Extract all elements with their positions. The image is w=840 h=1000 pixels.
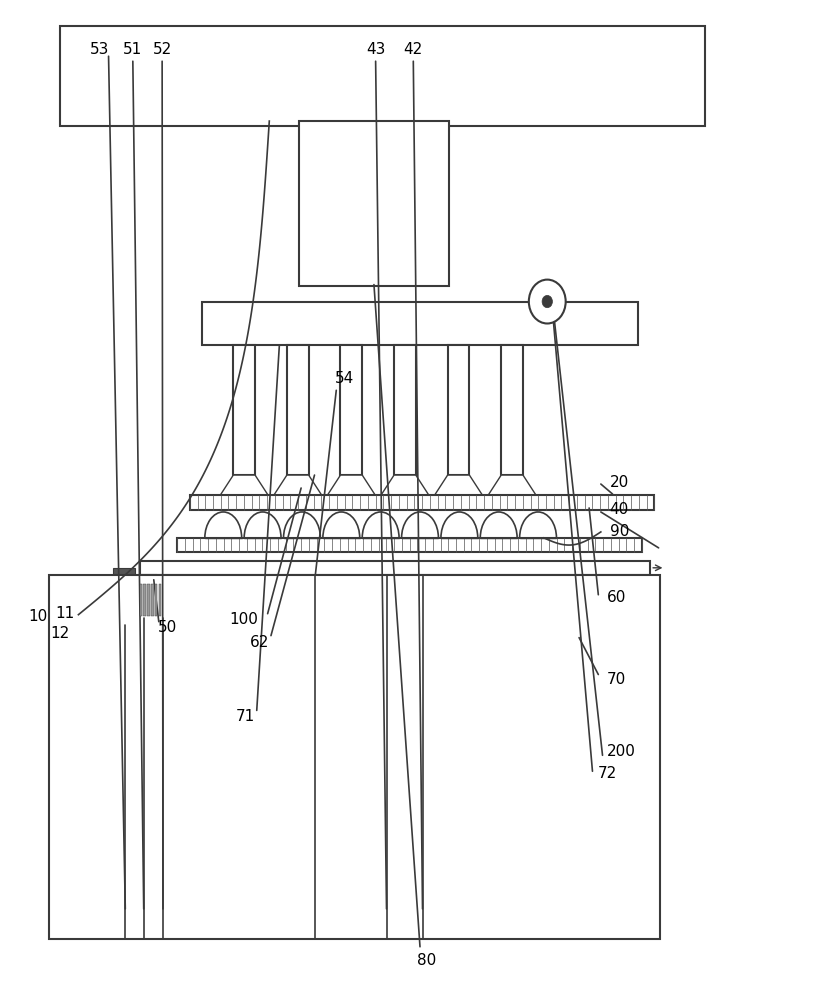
Text: 12: 12 [50, 626, 70, 641]
Polygon shape [487, 475, 538, 497]
Text: 43: 43 [366, 42, 386, 57]
Polygon shape [219, 475, 270, 497]
Bar [287, 345, 308, 475]
Bar [49, 575, 660, 939]
Bar [138, 580, 165, 618]
Text: 60: 60 [607, 590, 627, 605]
Bar [202, 302, 638, 345]
Bar [177, 538, 642, 552]
Bar [234, 345, 255, 475]
Bar [155, 584, 157, 616]
Text: 40: 40 [610, 502, 629, 517]
Text: 11: 11 [55, 606, 75, 621]
Bar [113, 568, 134, 578]
Bar [144, 584, 146, 616]
Bar [394, 345, 416, 475]
Text: 54: 54 [335, 371, 354, 386]
Text: 62: 62 [249, 635, 269, 650]
Bar [159, 584, 161, 616]
Bar [298, 121, 449, 286]
Text: 53: 53 [90, 42, 109, 57]
Text: 200: 200 [606, 744, 635, 759]
Bar [139, 561, 650, 575]
Text: 72: 72 [598, 766, 617, 781]
Bar [60, 26, 705, 126]
Bar [448, 345, 470, 475]
Bar [113, 575, 134, 620]
Bar [190, 495, 654, 510]
Bar [151, 584, 154, 616]
Polygon shape [326, 475, 376, 497]
Bar [139, 575, 156, 625]
Bar [340, 345, 362, 475]
Text: 50: 50 [158, 620, 176, 635]
Circle shape [529, 280, 565, 323]
Text: 10: 10 [29, 609, 48, 624]
Text: 80: 80 [417, 953, 436, 968]
Polygon shape [433, 475, 484, 497]
Text: 90: 90 [610, 524, 629, 539]
Text: 52: 52 [153, 42, 171, 57]
Text: 51: 51 [123, 42, 143, 57]
Bar [139, 584, 142, 616]
Text: 71: 71 [236, 709, 255, 724]
Text: 100: 100 [230, 612, 259, 627]
Polygon shape [380, 475, 430, 497]
Text: 42: 42 [404, 42, 423, 57]
Bar [147, 584, 150, 616]
Circle shape [542, 295, 553, 308]
Polygon shape [273, 475, 323, 497]
Text: 70: 70 [607, 672, 627, 687]
Text: 20: 20 [610, 475, 629, 490]
Bar [501, 345, 523, 475]
